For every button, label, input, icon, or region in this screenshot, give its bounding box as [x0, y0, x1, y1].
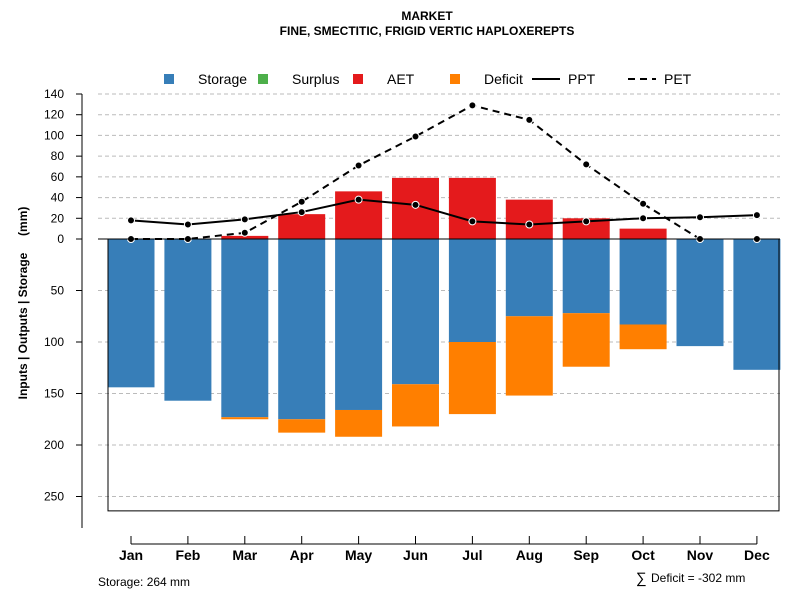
- x-tick-label: Jul: [462, 547, 482, 563]
- pet-point: [468, 101, 477, 110]
- ppt-point: [240, 215, 249, 224]
- ppt-point: [468, 217, 477, 226]
- legend-label: PPT: [568, 71, 596, 87]
- storage-bar: [335, 239, 383, 410]
- aet-bar: [562, 218, 610, 239]
- ppt-point: [582, 217, 591, 226]
- legend-swatch: [450, 74, 460, 84]
- pet-line: [131, 104, 701, 240]
- deficit-bar: [392, 384, 439, 427]
- ppt-point: [639, 214, 648, 223]
- y-tick-label: 200: [44, 438, 64, 452]
- y-tick-label: 0: [57, 232, 64, 246]
- bars-layer: [107, 177, 781, 437]
- aet-bar: [448, 177, 496, 239]
- chart-subtitle: FINE, SMECTITIC, FRIGID VERTIC HAPLOXERE…: [280, 24, 575, 38]
- pet-point: [354, 161, 363, 170]
- y-tick-label: 50: [51, 284, 65, 298]
- ppt-point: [752, 211, 761, 220]
- chart-legend: Storage Surplus AET Deficit PPT PET: [164, 71, 692, 87]
- legend-label: Deficit: [484, 71, 523, 87]
- pet-point: [525, 115, 534, 124]
- legend-label: Storage: [198, 71, 247, 87]
- y-tick-label: 60: [51, 170, 65, 184]
- deficit-annotation: Deficit = -302 mm: [651, 571, 745, 585]
- aet-bar: [505, 199, 553, 239]
- storage-bar: [164, 239, 212, 401]
- legend-swatch: [353, 74, 363, 84]
- pet-point: [411, 132, 420, 141]
- deficit-bar: [221, 417, 269, 420]
- x-tick-label: Apr: [290, 547, 315, 563]
- ppt-point: [127, 216, 135, 225]
- storage-capacity-box: [107, 239, 780, 512]
- deficit-bar: [619, 324, 667, 350]
- y-axis-label: Inputs | Outputs | Storage (mm): [16, 207, 30, 400]
- x-tick-label: Aug: [516, 547, 543, 563]
- legend-label: AET: [387, 71, 415, 87]
- pet-point: [582, 160, 591, 169]
- pet-point: [297, 197, 306, 206]
- y-tick-label: 150: [44, 387, 64, 401]
- legend-label: PET: [664, 71, 692, 87]
- aet-bar: [278, 214, 326, 239]
- x-tick-label: Nov: [687, 547, 714, 563]
- y-tick-label: 120: [44, 108, 64, 122]
- ppt-line: [130, 198, 757, 226]
- y-tick-label: 140: [44, 87, 64, 101]
- lines-layer: [127, 101, 761, 243]
- legend-label: Surplus: [292, 71, 339, 87]
- ppt-point: [696, 213, 704, 222]
- chart-title: MARKET: [401, 9, 453, 23]
- storage-bar: [448, 239, 496, 342]
- pet-point: [240, 228, 249, 237]
- storage-bar: [107, 239, 155, 388]
- legend-swatch: [164, 74, 174, 84]
- deficit-bar: [278, 419, 326, 433]
- y-tick-label: 100: [44, 128, 64, 142]
- x-tick-label: May: [345, 547, 372, 563]
- deficit-bar: [335, 409, 383, 437]
- storage-annotation: Storage: 264 mm: [98, 575, 190, 589]
- storage-bar: [392, 239, 439, 385]
- storage-bar: [505, 239, 553, 317]
- y-tick-label: 100: [44, 335, 64, 349]
- x-tick-label: Jan: [119, 547, 143, 563]
- x-tick-label: Feb: [175, 547, 200, 563]
- y-tick-label: 40: [51, 191, 65, 205]
- y-tick-label: 250: [44, 490, 64, 504]
- storage-bar: [221, 239, 269, 418]
- x-tick-label: Jun: [403, 547, 428, 563]
- pet-point: [639, 199, 648, 208]
- ppt-point: [354, 195, 363, 204]
- x-tick-label: Oct: [631, 547, 655, 563]
- storage-bar: [733, 239, 781, 370]
- x-tick-label: Sep: [573, 547, 599, 563]
- legend-swatch: [258, 74, 268, 84]
- sum-symbol: ∑: [636, 570, 647, 587]
- x-tick-label: Mar: [232, 547, 257, 563]
- y-tick-label: 20: [51, 211, 65, 225]
- deficit-bar: [562, 313, 610, 367]
- deficit-bar: [505, 316, 553, 396]
- storage-bar: [562, 239, 610, 314]
- storage-bar: [278, 239, 326, 420]
- deficit-bar: [448, 342, 496, 415]
- storage-bar: [619, 239, 667, 325]
- y-tick-label: 80: [51, 149, 65, 163]
- x-tick-label: Dec: [744, 547, 770, 563]
- ppt-point: [297, 208, 306, 217]
- aet-bar: [221, 235, 269, 239]
- ppt-point: [411, 200, 420, 209]
- ppt-point: [525, 220, 534, 229]
- ppt-point: [183, 220, 192, 229]
- aet-bar: [619, 228, 667, 239]
- storage-bar: [676, 239, 724, 347]
